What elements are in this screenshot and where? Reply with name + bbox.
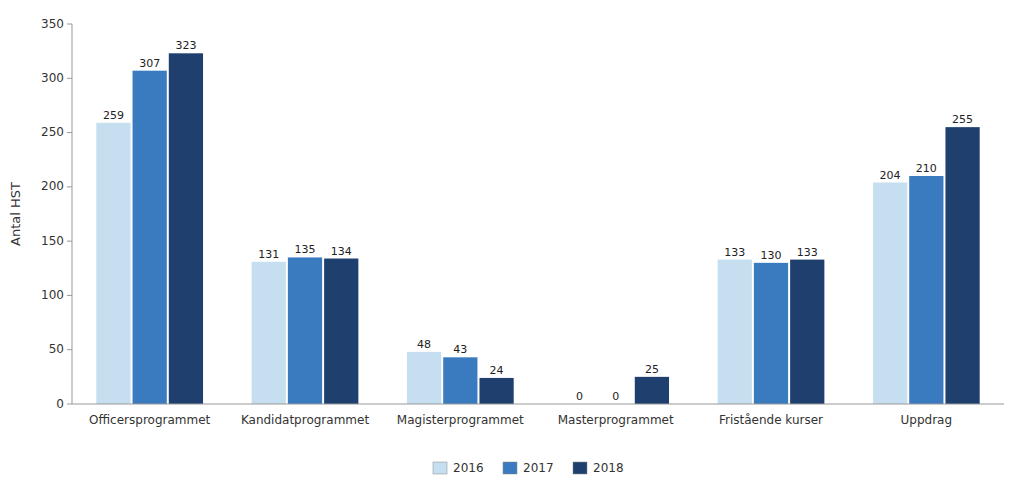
bar [169, 53, 203, 404]
bars [96, 53, 979, 404]
bar [873, 183, 907, 404]
y-tick [67, 349, 72, 350]
bar [133, 71, 167, 404]
y-tick [67, 295, 72, 296]
data-label: 307 [139, 57, 160, 70]
data-label: 130 [761, 249, 782, 262]
bar [96, 123, 130, 404]
x-tick-label: Officersprogrammet [89, 413, 211, 427]
legend-label: 2016 [453, 461, 484, 475]
data-label: 0 [612, 390, 619, 403]
data-label: 43 [453, 343, 467, 356]
bar [635, 377, 669, 404]
data-label: 24 [490, 364, 504, 377]
legend-swatch [433, 462, 447, 474]
bar [790, 260, 824, 404]
bar [407, 352, 441, 404]
bar [754, 263, 788, 404]
data-label: 135 [295, 243, 316, 256]
x-tick-label: Kandidatprogrammet [241, 413, 370, 427]
y-tick-label: 100 [41, 288, 64, 302]
y-tick [67, 404, 72, 405]
data-label: 25 [645, 363, 659, 376]
legend-swatch [503, 462, 517, 474]
x-tick-label: Magisterprogrammet [397, 413, 524, 427]
data-label: 0 [576, 390, 583, 403]
x-tick-label: Masterprogrammet [558, 413, 674, 427]
data-label: 131 [258, 248, 279, 261]
y-tick-label: 350 [41, 17, 64, 31]
y-axis-label: Antal HST [8, 182, 23, 246]
y-tick [67, 241, 72, 242]
y-tick [67, 24, 72, 25]
bar [909, 176, 943, 404]
legend-label: 2018 [593, 461, 624, 475]
chart: 050100150200250300350Antal HST2591314801… [0, 0, 1024, 496]
bar [479, 378, 513, 404]
y-tick-label: 300 [41, 71, 64, 85]
bar [288, 257, 322, 404]
y-tick [67, 186, 72, 187]
data-labels: 259 131 48 0 133 204 307 135 43 0 130 210 323 134 24 25… [103, 39, 973, 403]
y-tick-label: 50 [49, 342, 64, 356]
legend: 2016 2017 2018 [433, 461, 624, 475]
data-label: 323 [175, 39, 196, 52]
x-axis-line [72, 404, 1004, 405]
data-label: 48 [417, 338, 431, 351]
x-tick-label: Fristående kurser [719, 413, 823, 427]
data-label: 204 [880, 169, 901, 182]
data-label: 134 [331, 245, 352, 258]
legend-label: 2017 [523, 461, 554, 475]
y-tick [67, 132, 72, 133]
data-label: 133 [724, 246, 745, 259]
y-axis-line [72, 24, 73, 404]
bar [443, 357, 477, 404]
bar [252, 262, 286, 404]
bar [718, 260, 752, 404]
bar [324, 259, 358, 404]
y-tick-label: 0 [56, 397, 64, 411]
y-tick-label: 200 [41, 179, 64, 193]
data-label: 210 [916, 162, 937, 175]
y-tick [67, 78, 72, 79]
legend-swatch [573, 462, 587, 474]
data-label: 259 [103, 109, 124, 122]
y-tick-label: 250 [41, 125, 64, 139]
data-label: 255 [952, 113, 973, 126]
bar [945, 127, 979, 404]
y-tick-label: 150 [41, 234, 64, 248]
data-label: 133 [797, 246, 818, 259]
x-tick-label: Uppdrag [901, 413, 953, 427]
